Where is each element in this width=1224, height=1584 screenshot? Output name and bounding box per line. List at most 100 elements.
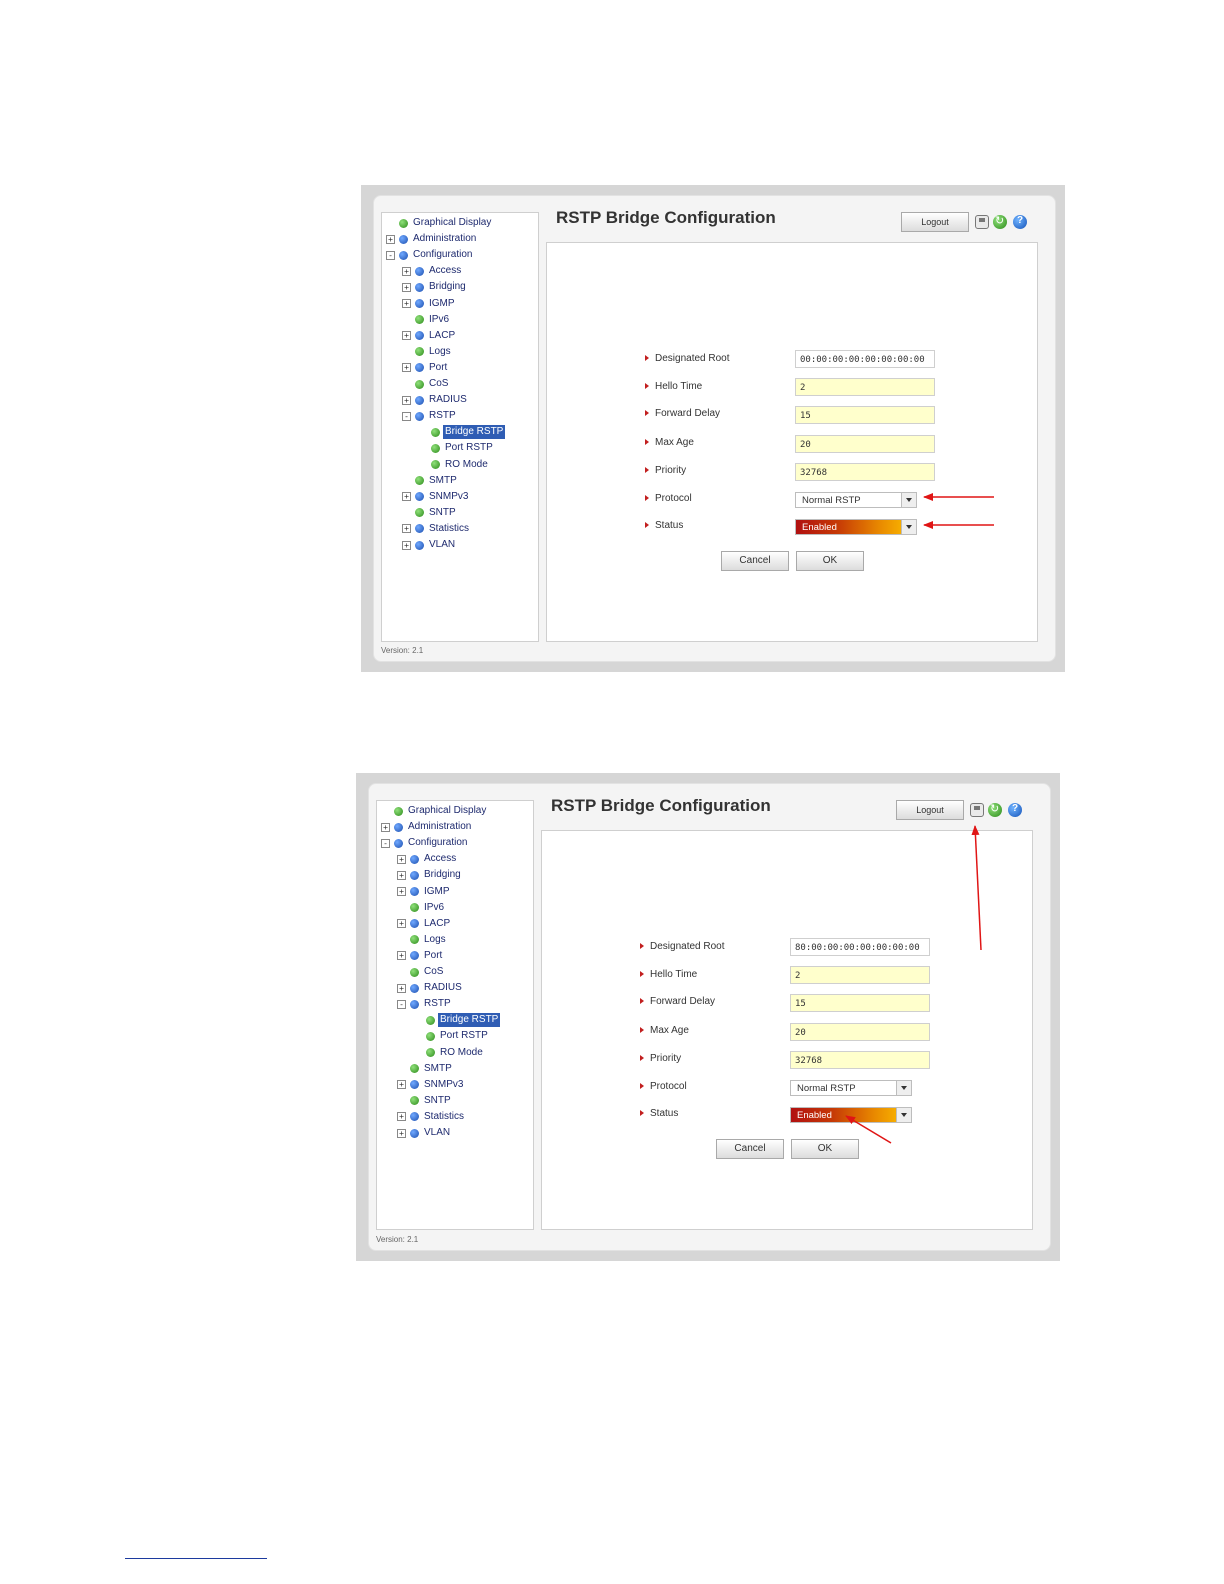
expand-icon[interactable]: + bbox=[397, 1128, 406, 1138]
tree-item-administration[interactable]: + Administration bbox=[381, 819, 473, 835]
expand-icon[interactable]: + bbox=[397, 854, 406, 864]
tree-item-statistics[interactable]: + Statistics bbox=[397, 1109, 466, 1125]
help-icon[interactable] bbox=[1008, 803, 1022, 817]
tree-item-bridging[interactable]: + Bridging bbox=[402, 279, 468, 295]
ok-button[interactable]: OK bbox=[796, 551, 864, 571]
expand-icon[interactable]: + bbox=[397, 1080, 406, 1090]
max-age-field[interactable]: 20 bbox=[795, 435, 935, 453]
expand-icon[interactable]: + bbox=[402, 540, 411, 550]
hello-time-field[interactable]: 2 bbox=[790, 966, 930, 984]
refresh-icon[interactable] bbox=[988, 802, 1002, 817]
tree-item-lacp[interactable]: + LACP bbox=[397, 916, 452, 932]
tree-item-port-rstp[interactable]: Port RSTP bbox=[418, 440, 495, 456]
save-icon[interactable] bbox=[975, 215, 989, 229]
tree-item-radius[interactable]: + RADIUS bbox=[402, 392, 469, 408]
page-icon bbox=[415, 476, 424, 486]
tree-item-vlan[interactable]: + VLAN bbox=[397, 1125, 452, 1141]
tree-item-ro-mode[interactable]: RO Mode bbox=[418, 457, 490, 473]
save-icon[interactable] bbox=[970, 803, 984, 817]
expand-icon[interactable]: + bbox=[397, 919, 406, 929]
expand-icon[interactable]: + bbox=[397, 870, 406, 880]
tree-item-snmpv3[interactable]: + SNMPv3 bbox=[402, 489, 470, 505]
logout-button[interactable]: Logout bbox=[896, 800, 964, 820]
tree-item-vlan[interactable]: + VLAN bbox=[402, 537, 457, 553]
tree-item-label: Configuration bbox=[408, 837, 468, 849]
tree-item-access[interactable]: + Access bbox=[397, 851, 458, 867]
tree-item-logs[interactable]: Logs bbox=[402, 344, 453, 360]
tree-item-rstp[interactable]: - RSTP bbox=[397, 996, 453, 1012]
ok-button[interactable]: OK bbox=[791, 1139, 859, 1159]
tree-item-port-rstp[interactable]: Port RSTP bbox=[413, 1028, 490, 1044]
collapse-icon[interactable]: - bbox=[386, 250, 395, 260]
expand-icon[interactable]: + bbox=[402, 282, 411, 292]
collapse-icon[interactable]: - bbox=[397, 999, 406, 1009]
tree-item-configuration[interactable]: - Configuration bbox=[381, 835, 469, 851]
expand-icon[interactable]: + bbox=[397, 951, 406, 961]
max-age-field[interactable]: 20 bbox=[790, 1023, 930, 1041]
status-select[interactable]: Enabled bbox=[795, 519, 917, 535]
expand-icon[interactable]: + bbox=[386, 234, 395, 244]
refresh-icon[interactable] bbox=[993, 214, 1007, 229]
tree-item-graphical-display[interactable]: Graphical Display bbox=[386, 215, 493, 231]
expand-icon[interactable]: + bbox=[397, 887, 406, 896]
tree-item-label: Access bbox=[424, 853, 457, 865]
forward-delay-field[interactable]: 15 bbox=[790, 994, 930, 1012]
expand-icon[interactable]: + bbox=[402, 266, 411, 276]
cancel-button[interactable]: Cancel bbox=[716, 1139, 784, 1159]
status-label: Status bbox=[645, 516, 683, 536]
protocol-select[interactable]: Normal RSTP bbox=[790, 1080, 912, 1096]
expand-icon[interactable]: + bbox=[402, 524, 411, 534]
tree-item-access[interactable]: + Access bbox=[402, 263, 463, 279]
tree-item-snmpv3[interactable]: + SNMPv3 bbox=[397, 1077, 465, 1093]
tree-item-igmp[interactable]: + IGMP bbox=[397, 884, 452, 900]
collapse-icon[interactable]: - bbox=[381, 838, 390, 848]
tree-item-smtp[interactable]: SMTP bbox=[402, 473, 459, 489]
chevron-down-icon[interactable] bbox=[901, 520, 916, 534]
expand-icon[interactable]: + bbox=[402, 331, 411, 341]
expand-icon[interactable]: + bbox=[402, 299, 411, 308]
tree-item-bridge-rstp[interactable]: Bridge RSTP bbox=[413, 1012, 501, 1028]
protocol-select[interactable]: Normal RSTP bbox=[795, 492, 917, 508]
hello-time-field[interactable]: 2 bbox=[795, 378, 935, 396]
folder-icon bbox=[415, 411, 424, 421]
tree-item-cos[interactable]: CoS bbox=[397, 964, 445, 980]
tree-item-bridging[interactable]: + Bridging bbox=[397, 867, 463, 883]
expand-icon[interactable]: + bbox=[402, 395, 411, 405]
logout-button[interactable]: Logout bbox=[901, 212, 969, 232]
help-icon[interactable] bbox=[1013, 215, 1027, 229]
tree-item-smtp[interactable]: SMTP bbox=[397, 1061, 454, 1077]
tree-item-radius[interactable]: + RADIUS bbox=[397, 980, 464, 996]
tree-item-statistics[interactable]: + Statistics bbox=[402, 521, 471, 537]
page-icon bbox=[399, 218, 408, 228]
tree-item-port[interactable]: + Port bbox=[402, 360, 449, 376]
expand-icon[interactable]: + bbox=[381, 822, 390, 832]
cancel-button[interactable]: Cancel bbox=[721, 551, 789, 571]
tree-item-rstp[interactable]: - RSTP bbox=[402, 408, 458, 424]
tree-item-logs[interactable]: Logs bbox=[397, 932, 448, 948]
expand-icon[interactable]: + bbox=[397, 1112, 406, 1122]
tree-item-port[interactable]: + Port bbox=[397, 948, 444, 964]
priority-field[interactable]: 32768 bbox=[790, 1051, 930, 1069]
tree-item-lacp[interactable]: + LACP bbox=[402, 328, 457, 344]
tree-item-cos[interactable]: CoS bbox=[402, 376, 450, 392]
expand-icon[interactable]: + bbox=[397, 983, 406, 993]
tree-item-ipv6[interactable]: IPv6 bbox=[402, 312, 451, 328]
tree-item-ipv6[interactable]: IPv6 bbox=[397, 900, 446, 916]
forward-delay-field[interactable]: 15 bbox=[795, 406, 935, 424]
tree-item-sntp[interactable]: SNTP bbox=[397, 1093, 453, 1109]
tree-item-configuration[interactable]: - Configuration bbox=[386, 247, 474, 263]
expand-icon[interactable]: + bbox=[402, 363, 411, 373]
tree-item-graphical-display[interactable]: Graphical Display bbox=[381, 803, 488, 819]
tree-item-sntp[interactable]: SNTP bbox=[402, 505, 458, 521]
status-select[interactable]: Enabled bbox=[790, 1107, 912, 1123]
expand-icon[interactable]: + bbox=[402, 492, 411, 502]
tree-item-administration[interactable]: + Administration bbox=[386, 231, 478, 247]
tree-item-bridge-rstp[interactable]: Bridge RSTP bbox=[418, 424, 506, 440]
tree-item-igmp[interactable]: + IGMP bbox=[402, 296, 457, 312]
chevron-down-icon[interactable] bbox=[896, 1108, 911, 1122]
priority-field[interactable]: 32768 bbox=[795, 463, 935, 481]
chevron-down-icon[interactable] bbox=[901, 493, 916, 507]
collapse-icon[interactable]: - bbox=[402, 411, 411, 421]
chevron-down-icon[interactable] bbox=[896, 1081, 911, 1095]
tree-item-ro-mode[interactable]: RO Mode bbox=[413, 1045, 485, 1061]
